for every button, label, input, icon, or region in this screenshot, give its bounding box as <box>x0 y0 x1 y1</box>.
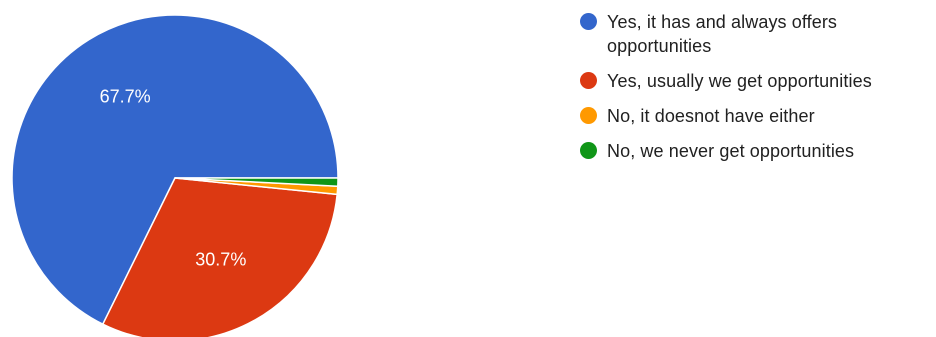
legend-label-2: No, it doesnot have either <box>607 106 815 126</box>
legend-label-0: Yes, it has and always offers opportunit… <box>607 12 838 56</box>
legend-swatch-2 <box>580 107 597 124</box>
legend-swatch-3 <box>580 142 597 159</box>
chart-legend: Yes, it has and always offers opportunit… <box>580 10 930 174</box>
legend-label-3: No, we never get opportunities <box>607 141 855 161</box>
slice-value-label-0: 67.7% <box>100 86 151 106</box>
legend-swatch-1 <box>580 72 597 89</box>
pie-slice-3[interactable] <box>174 177 339 187</box>
legend-item-2[interactable]: No, it doesnot have either <box>580 104 930 128</box>
slice-value-label-1: 30.7% <box>195 249 246 269</box>
legend-item-1[interactable]: Yes, usually we get opportunities <box>580 69 930 93</box>
legend-item-0[interactable]: Yes, it has and always offers opportunit… <box>580 10 930 58</box>
pie-slice-0[interactable] <box>11 14 339 325</box>
legend-swatch-0 <box>580 13 597 30</box>
legend-label-1: Yes, usually we get opportunities <box>607 71 872 91</box>
legend-item-3[interactable]: No, we never get opportunities <box>580 139 930 163</box>
